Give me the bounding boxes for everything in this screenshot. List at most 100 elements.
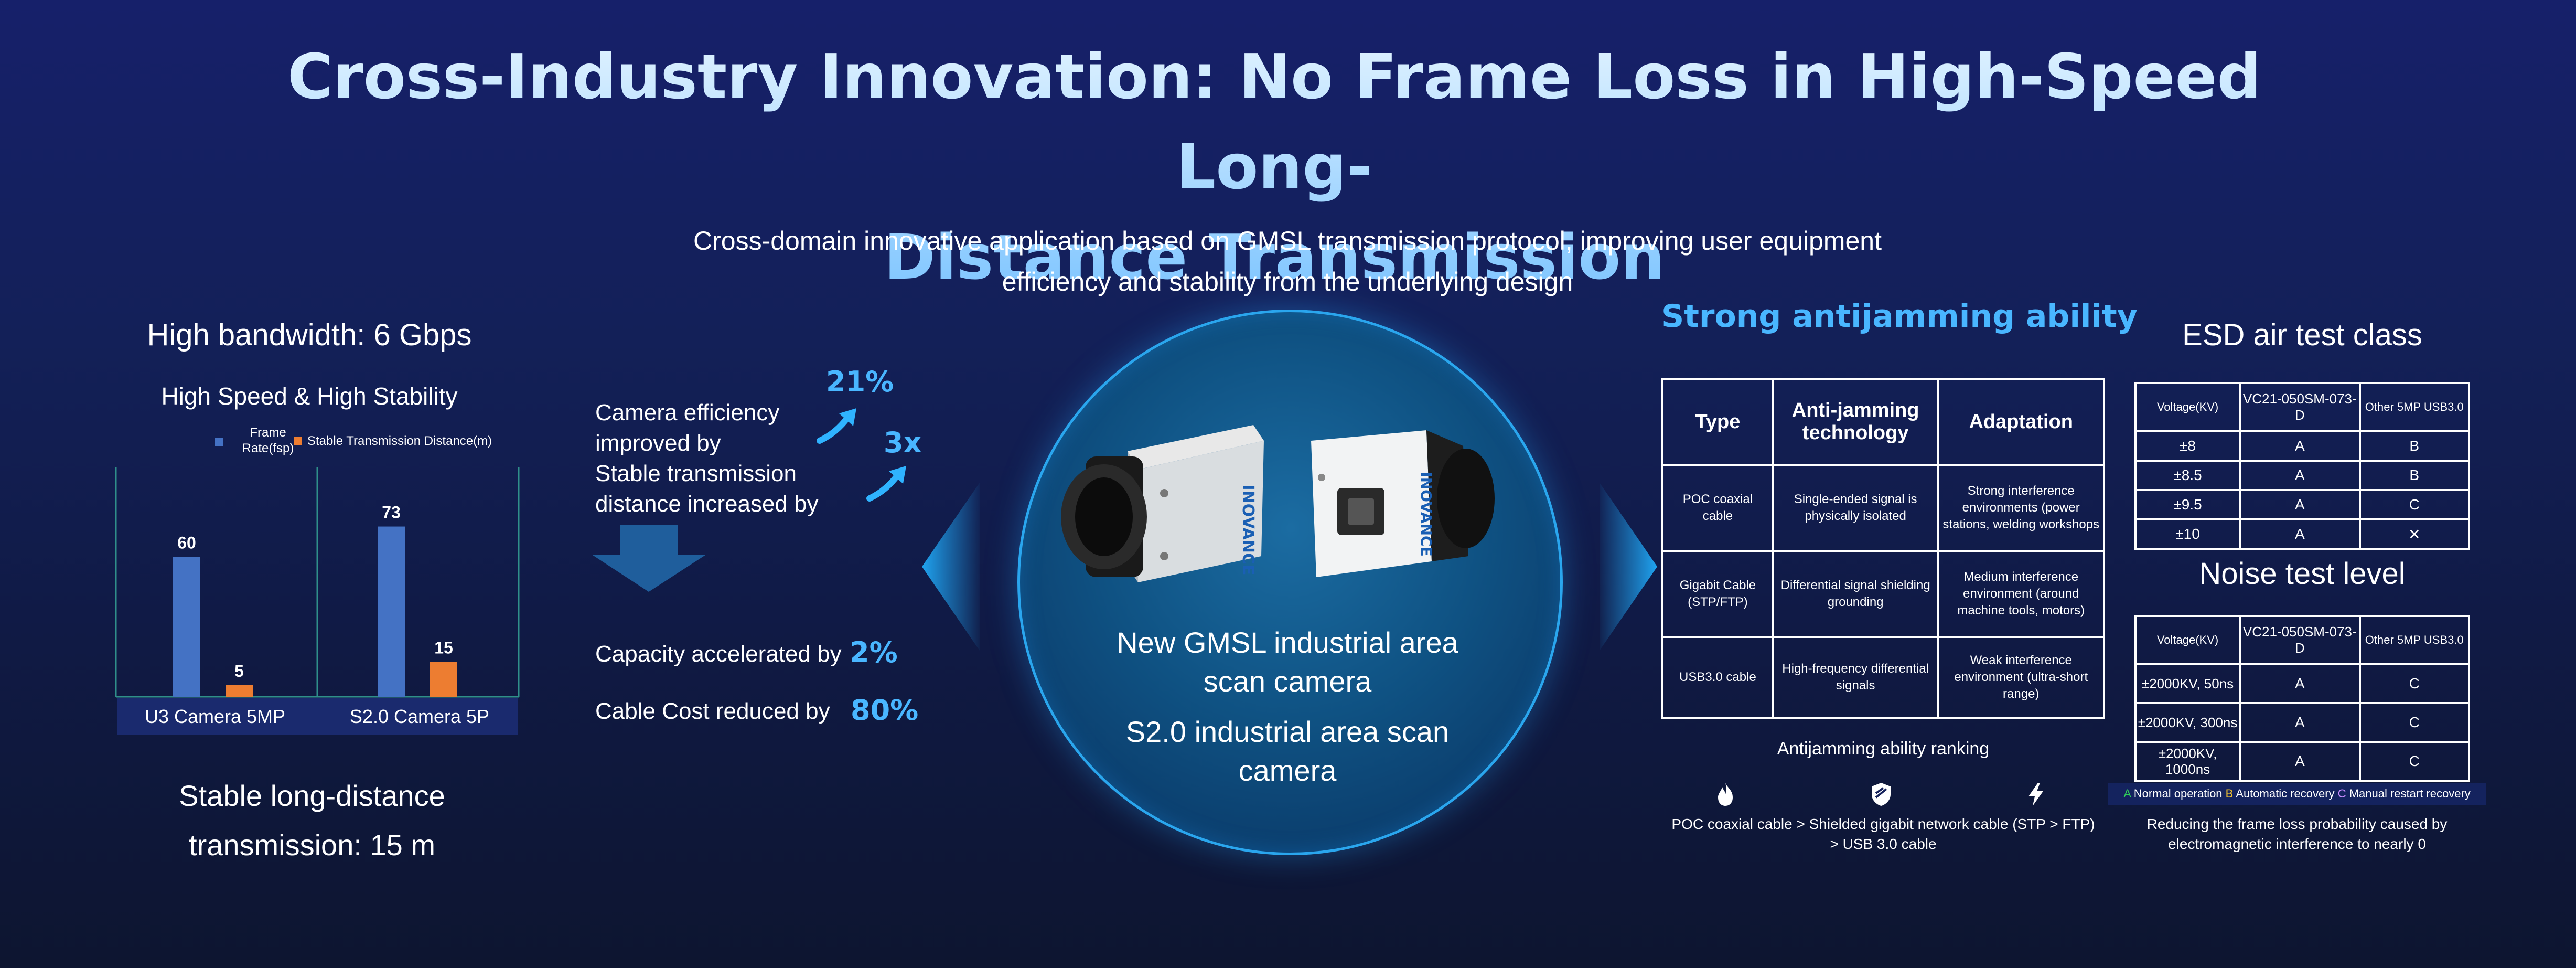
legend-label-frame-rate: Frame Rate(fsp) xyxy=(242,426,294,455)
legend-text-c: Manual restart recovery xyxy=(2349,787,2471,800)
noise-footer-line-1: Reducing the frame loss probability caus… xyxy=(2146,816,2448,832)
table-row: ±9.5 A C xyxy=(2134,489,2470,520)
grade-cell: A xyxy=(2239,489,2361,520)
table-cell: ±8.5 xyxy=(2134,460,2241,491)
grade-cell: C xyxy=(2358,663,2470,704)
legend-grade-c: C xyxy=(2337,787,2346,800)
legend-grade-a: A xyxy=(2123,787,2131,800)
header-other: Other 5MP USB3.0 xyxy=(2358,615,2470,665)
efficiency-line-2: improved by xyxy=(595,430,721,456)
esd-heading: ESD air test class xyxy=(2182,318,2422,352)
grade-cell: B xyxy=(2358,430,2470,462)
fire-icon xyxy=(1718,783,1733,806)
subtitle-line-2: efficiency and stability from the underl… xyxy=(1002,267,1573,296)
grade-cell: A xyxy=(2239,460,2361,491)
table-header-row: Voltage(KV) VC21-050SM-073-D Other 5MP U… xyxy=(2134,382,2470,432)
noise-footer-line-2: electromagnetic interference to nearly 0 xyxy=(2168,836,2426,852)
header-vc21: VC21-050SM-073-D xyxy=(2239,382,2361,432)
table-row: POC coaxial cable Single-ended signal is… xyxy=(1661,464,2105,552)
grade-cell: A xyxy=(2239,430,2361,462)
distance-line-2: distance increased by xyxy=(595,491,819,517)
s2-camera-label: S2.0 industrial area scan camera xyxy=(1059,712,1516,790)
table-row: ±8.5 A B xyxy=(2134,460,2470,491)
table-cell: ±2000KV, 300ns xyxy=(2134,702,2241,743)
table-row: ±10 A ✕ xyxy=(2134,518,2470,550)
page-subtitle: Cross-domain innovative application base… xyxy=(677,220,1898,302)
capacity-label: Capacity accelerated by xyxy=(595,641,842,667)
bandwidth-heading: High bandwidth: 6 Gbps xyxy=(147,318,472,352)
table-row: USB3.0 cable High-frequency differential… xyxy=(1661,636,2105,719)
table-cell: ±2000KV, 50ns xyxy=(2134,663,2241,704)
bar xyxy=(173,557,200,697)
efficiency-value: 21% xyxy=(826,365,894,398)
grade-cell: C xyxy=(2358,702,2470,743)
legend-item-distance: Stable Transmission Distance(m) xyxy=(294,433,492,449)
table-cell: Differential signal shielding grounding xyxy=(1772,550,1939,638)
bar xyxy=(430,662,457,697)
lightning-icon xyxy=(2028,783,2043,806)
noise-table: Voltage(KV) VC21-050SM-073-D Other 5MP U… xyxy=(2134,615,2470,782)
grade-cell: A xyxy=(2239,518,2361,550)
bar-chart: 60 5 U3 Camera 5MP 73 15 S2.0 Camera 5P xyxy=(115,467,520,735)
chart-legend: Frame Rate(fsp) Stable Transmission Dist… xyxy=(215,425,509,462)
table-row: ±2000KV, 300ns A C xyxy=(2134,702,2470,743)
header-other: Other 5MP USB3.0 xyxy=(2358,382,2470,432)
s2-line-1: S2.0 industrial area scan xyxy=(1125,715,1450,748)
table-cell: Medium interference environment (around … xyxy=(1937,550,2105,638)
grade-cell: A xyxy=(2239,702,2361,743)
legend-text-a: Normal operation xyxy=(2133,787,2223,800)
grade-cell: A xyxy=(2239,741,2361,782)
stable-line-2: transmission: 15 m xyxy=(189,828,435,861)
header-vc21: VC21-050SM-073-D xyxy=(2239,615,2361,665)
ranking-line-2: > USB 3.0 cable xyxy=(1830,836,1937,852)
down-arrow-icon xyxy=(593,525,705,592)
table-row: ±8 A B xyxy=(2134,430,2470,462)
camera-brand-label-2: INOVANCE xyxy=(1418,472,1435,556)
legend-swatch-blue xyxy=(215,438,223,446)
legend-item-frame-rate: Frame Rate(fsp) xyxy=(215,425,307,456)
table-cell: ±8 xyxy=(2134,430,2241,462)
legend-label-distance: Stable Transmission Distance(m) xyxy=(307,434,492,448)
camera-brand-label: INOVANCE xyxy=(1239,485,1257,576)
bar-value-label: 73 xyxy=(382,503,401,522)
cable-cost-label: Cable Cost reduced by xyxy=(595,698,830,724)
table-row: ±2000KV, 50ns A C xyxy=(2134,663,2470,704)
gmsl-camera-label: New GMSL industrial area scan camera xyxy=(1059,623,1516,701)
efficiency-text: Camera efficiency improved by Stable tra… xyxy=(595,398,889,519)
bar-value-label: 15 xyxy=(434,638,453,657)
bar xyxy=(226,685,253,697)
arrow-up-right-icon xyxy=(817,408,856,444)
grade-cell: C xyxy=(2358,489,2470,520)
table-cell: POC coaxial cable xyxy=(1661,464,1774,552)
cable-cost-value: 80% xyxy=(851,694,919,727)
header-adaptation: Adaptation xyxy=(1937,378,2105,466)
noise-heading: Noise test level xyxy=(2199,557,2406,591)
table-cell: Single-ended signal is physically isolat… xyxy=(1772,464,1939,552)
gmsl-line-1: New GMSL industrial area xyxy=(1117,626,1458,659)
distance-value: 3x xyxy=(884,426,922,459)
table-cell: USB3.0 cable xyxy=(1661,636,1774,719)
header-voltage: Voltage(KV) xyxy=(2134,615,2241,665)
arrow-up-right-icon xyxy=(866,466,906,502)
gmsl-camera-image: INOVANCE xyxy=(1061,425,1264,582)
gmsl-line-2: scan camera xyxy=(1203,665,1372,698)
header-voltage: Voltage(KV) xyxy=(2134,382,2241,432)
antijamming-heading: Strong antijamming ability xyxy=(1661,298,2138,335)
antijamming-table: Type Anti-jamming technology Adaptation … xyxy=(1661,378,2105,719)
grade-cell: A xyxy=(2239,663,2361,704)
table-cell: Weak interference environment (ultra-sho… xyxy=(1937,636,2105,719)
s2-camera-image: INOVANCE xyxy=(1311,430,1495,577)
table-row: ±2000KV, 1000ns A C xyxy=(2134,741,2470,782)
category-label: S2.0 Camera 5P xyxy=(350,706,489,727)
legend-swatch-orange xyxy=(294,437,302,445)
table-header-row: Type Anti-jamming technology Adaptation xyxy=(1661,378,2105,466)
legend-text-b: Automatic recovery xyxy=(2236,787,2335,800)
ranking-title: Antijamming ability ranking xyxy=(1777,739,1990,759)
table-cell: ±10 xyxy=(2134,518,2241,550)
title-line-1: Cross-Industry Innovation: No Frame Loss… xyxy=(287,40,2262,203)
left-chevron-icon xyxy=(922,483,980,651)
subtitle-line-1: Cross-domain innovative application base… xyxy=(693,226,1882,256)
bar-value-label: 60 xyxy=(177,533,196,552)
category-label: U3 Camera 5MP xyxy=(145,706,285,727)
legend-grade-b: B xyxy=(2225,787,2234,800)
